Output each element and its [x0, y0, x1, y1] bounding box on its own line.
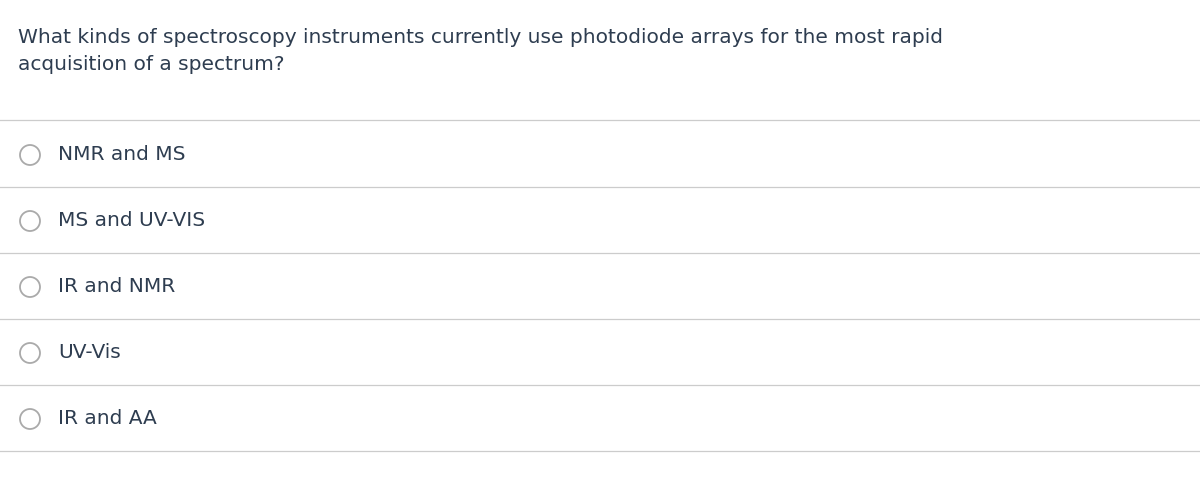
Text: UV-Vis: UV-Vis — [58, 344, 121, 363]
Text: NMR and MS: NMR and MS — [58, 145, 186, 164]
Text: acquisition of a spectrum?: acquisition of a spectrum? — [18, 55, 284, 74]
Text: MS and UV-VIS: MS and UV-VIS — [58, 211, 205, 230]
Text: IR and NMR: IR and NMR — [58, 278, 175, 296]
Text: What kinds of spectroscopy instruments currently use photodiode arrays for the m: What kinds of spectroscopy instruments c… — [18, 28, 943, 47]
Text: IR and AA: IR and AA — [58, 410, 157, 429]
